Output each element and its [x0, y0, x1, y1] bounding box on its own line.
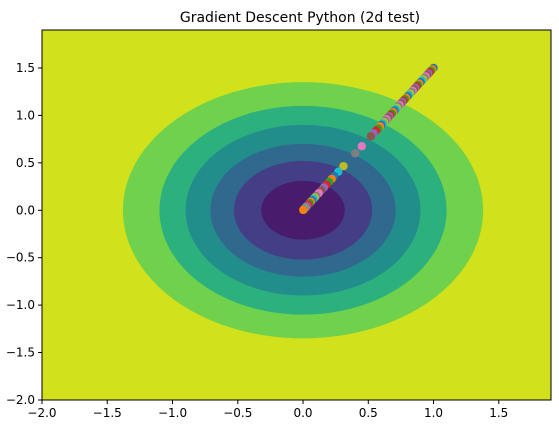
y-tick-label: 1.0 — [16, 108, 35, 122]
plot-area — [42, 30, 551, 400]
x-tick-label: 1.0 — [424, 406, 443, 420]
scatter-point — [366, 132, 376, 141]
scatter-point — [339, 161, 348, 171]
scatter-points — [299, 63, 438, 215]
scatter-point — [351, 149, 360, 158]
x-tick-label: −2.0 — [27, 406, 56, 420]
y-tick-label: 0.5 — [16, 156, 35, 170]
y-tick-label: 0.0 — [16, 203, 35, 217]
axes-frame — [41, 29, 552, 401]
x-tick-label: 0.0 — [293, 406, 312, 420]
y-tick-label: −0.5 — [6, 251, 35, 265]
x-tick-label: 1.5 — [489, 406, 508, 420]
y-tick-label: −1.0 — [6, 298, 35, 312]
x-tick-label: −1.5 — [93, 406, 122, 420]
x-tick-label: −1.0 — [158, 406, 187, 420]
x-tick-label: −0.5 — [223, 406, 252, 420]
y-tick-label: 1.5 — [16, 61, 35, 75]
scatter-point — [299, 205, 308, 215]
chart-title: Gradient Descent Python (2d test) — [180, 10, 420, 26]
axes: −2.0 −1.5 −1.0 −0.5 0.0 0.5 1.0 1.5 −2.0 −1.5 −1.0… — [6, 29, 552, 420]
scatter-point — [357, 142, 366, 151]
y-tick-label: −1.5 — [6, 346, 35, 360]
x-tick-label: 0.5 — [359, 406, 378, 420]
y-tick-label: −2.0 — [6, 393, 35, 407]
